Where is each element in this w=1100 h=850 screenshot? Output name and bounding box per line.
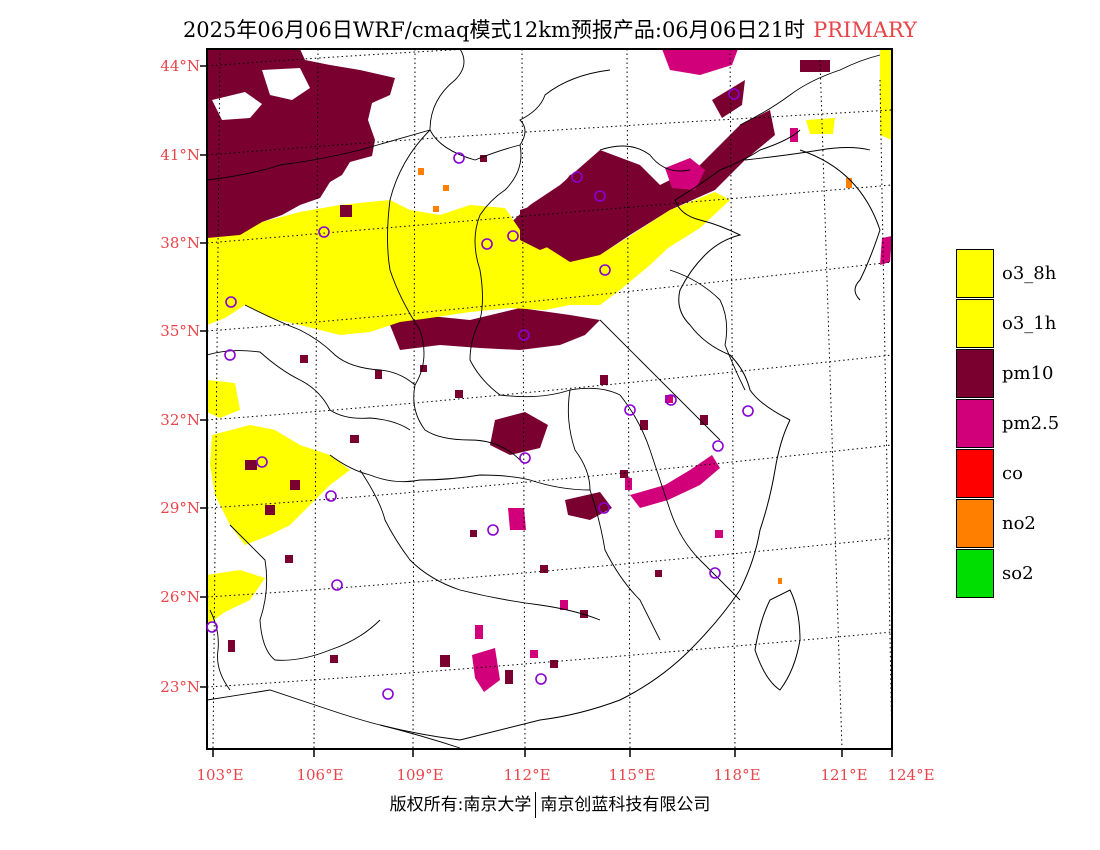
copyright-credit: 版权所有:南京大学 南京创蓝科技有限公司 xyxy=(0,790,1100,818)
lon-label: 121°E xyxy=(820,766,868,784)
station-marker xyxy=(599,264,611,276)
station-marker xyxy=(487,524,499,536)
lon-label: 109°E xyxy=(396,766,444,784)
title-text: 2025年06月06日WRF/cmaq模式12km预报产品:06月06日21时 xyxy=(182,18,806,42)
o3-region-sichuan xyxy=(210,425,350,545)
credit-separator xyxy=(535,792,537,818)
city-stations xyxy=(206,88,754,700)
station-marker xyxy=(382,688,394,700)
legend-swatch xyxy=(956,399,994,448)
legend-label: o3_8h xyxy=(1002,263,1057,284)
lon-label: 112°E xyxy=(503,766,551,784)
station-marker xyxy=(594,190,606,202)
legend-label: co xyxy=(1002,463,1023,484)
lat-label: 38°N xyxy=(160,234,200,252)
lat-label: 23°N xyxy=(160,678,200,696)
station-marker xyxy=(325,490,337,502)
legend-swatch xyxy=(956,249,994,298)
pm10-region-jiangxi xyxy=(565,492,612,520)
legend-swatch xyxy=(956,449,994,498)
station-marker xyxy=(318,226,330,238)
station-marker xyxy=(709,567,721,579)
lon-label: 118°E xyxy=(713,766,761,784)
lat-label: 26°N xyxy=(160,588,200,606)
lon-label: 103°E xyxy=(196,766,244,784)
station-marker xyxy=(331,579,343,591)
credit-right: 南京创蓝科技有限公司 xyxy=(540,795,711,815)
lon-label: 115°E xyxy=(608,766,656,784)
station-marker xyxy=(518,329,530,341)
lat-label: 41°N xyxy=(160,146,200,164)
station-marker xyxy=(507,230,519,242)
axis-ticks xyxy=(200,65,893,757)
station-marker xyxy=(571,171,583,183)
pm25-region-southeast xyxy=(630,455,720,508)
station-marker xyxy=(453,152,465,164)
legend-swatch xyxy=(956,549,994,598)
station-marker xyxy=(665,394,677,406)
pm25-region-top xyxy=(662,49,738,75)
station-marker xyxy=(624,404,636,416)
pm25-region-northeast xyxy=(665,158,705,190)
lon-label: 106°E xyxy=(296,766,344,784)
province-boundaries xyxy=(207,49,881,749)
pm10-region-central xyxy=(390,308,600,350)
station-marker xyxy=(712,440,724,452)
map-title: 2025年06月06日WRF/cmaq模式12km预报产品:06月06日21时 P… xyxy=(0,14,1100,44)
legend-label: o3_1h xyxy=(1002,313,1057,334)
pm10-region-northeast-top xyxy=(712,80,745,118)
pm10-region-north xyxy=(207,49,395,242)
pm10-region-south-central xyxy=(490,412,548,455)
station-marker xyxy=(728,88,740,100)
legend-label: pm10 xyxy=(1002,363,1054,384)
pm25-region-guangdong xyxy=(472,648,500,692)
legend-label: no2 xyxy=(1002,513,1036,534)
station-marker xyxy=(519,452,531,464)
station-marker xyxy=(256,456,268,468)
map-frame xyxy=(206,48,893,750)
lat-label: 44°N xyxy=(160,57,200,75)
station-marker xyxy=(535,673,547,685)
station-marker xyxy=(225,296,237,308)
lon-label: 124°E xyxy=(887,766,935,784)
legend-swatch xyxy=(956,499,994,548)
station-marker xyxy=(481,238,493,250)
pm10-region-northeast xyxy=(505,110,775,305)
legend-label: pm2.5 xyxy=(1002,413,1060,434)
o3-region-north-inner-pm10 xyxy=(520,165,610,250)
lat-label: 32°N xyxy=(160,411,200,429)
graticule xyxy=(207,49,892,749)
lat-label: 29°N xyxy=(160,499,200,517)
legend-swatch xyxy=(956,299,994,348)
legend-swatch xyxy=(956,349,994,398)
coastline xyxy=(379,129,881,741)
station-marker xyxy=(206,621,218,633)
title-primary-tag: PRIMARY xyxy=(813,18,918,42)
o3-region-northcentral xyxy=(207,192,730,335)
station-marker xyxy=(224,349,236,361)
station-marker xyxy=(598,502,610,514)
o3-region-northeast-corner xyxy=(880,50,892,140)
legend-label: so2 xyxy=(1002,563,1034,584)
credit-left: 版权所有:南京大学 xyxy=(389,795,532,815)
station-marker xyxy=(742,405,754,417)
pollutant-fields xyxy=(207,49,892,692)
lat-label: 35°N xyxy=(160,322,200,340)
